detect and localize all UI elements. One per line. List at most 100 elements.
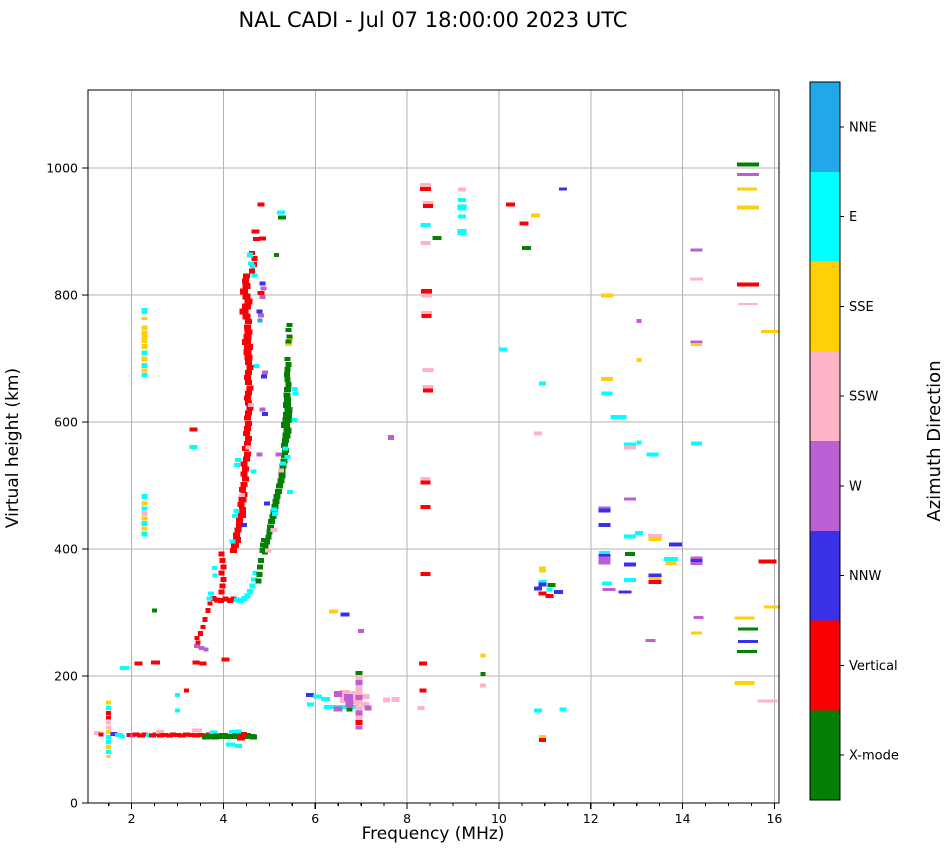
echo-point: [355, 674, 363, 680]
echo-point: [148, 733, 156, 738]
echo-point: [245, 390, 253, 396]
echo-point: [260, 538, 266, 543]
echo-point: [243, 349, 252, 356]
echo-point: [189, 444, 198, 449]
echo-point: [206, 733, 215, 739]
echo-point: [241, 303, 251, 310]
echo-point: [199, 661, 207, 666]
echo-point: [247, 252, 254, 258]
echo-point: [253, 237, 261, 242]
echo-point: [260, 286, 267, 291]
echo-point: [241, 446, 249, 452]
echo-point: [355, 710, 363, 716]
echo-point: [106, 700, 112, 705]
echo-point: [636, 440, 642, 445]
echo-point: [173, 733, 182, 738]
echo-point: [134, 661, 143, 666]
colorbar-segment-ssw: [810, 351, 840, 442]
echo-point: [284, 357, 291, 362]
echo-point: [649, 576, 662, 581]
echo-point: [420, 310, 432, 315]
echo-point: [539, 738, 547, 743]
echo-point: [219, 557, 226, 563]
echo-point: [539, 566, 547, 573]
echo-point: [245, 420, 253, 426]
echo-point: [277, 478, 285, 484]
echo-point: [283, 412, 293, 419]
echo-point: [280, 422, 290, 429]
echo-point: [645, 638, 656, 642]
echo-point: [305, 693, 314, 698]
x-tick-label: 4: [219, 811, 227, 826]
echo-point: [245, 445, 252, 450]
echo-point: [119, 734, 125, 739]
echo-point: [276, 210, 285, 215]
echo-point: [256, 452, 263, 457]
echo-point: [690, 556, 703, 560]
echo-point: [234, 527, 242, 533]
echo-point: [106, 715, 112, 720]
echo-point: [391, 697, 400, 703]
echo-point: [284, 377, 291, 383]
echo-point: [202, 617, 208, 623]
x-tick-label: 16: [766, 811, 782, 826]
echo-point: [244, 593, 251, 599]
echo-point: [271, 503, 279, 509]
echo-point: [258, 236, 266, 241]
echo-point: [245, 436, 253, 442]
echo-point: [284, 366, 291, 372]
echo-point: [598, 554, 611, 559]
echo-point: [275, 483, 283, 489]
echo-point: [114, 733, 123, 738]
echo-point: [243, 333, 252, 340]
echo-point: [636, 319, 642, 324]
echo-point: [221, 657, 230, 662]
echo-point: [110, 731, 118, 736]
echo-point: [141, 510, 148, 516]
echo-point: [242, 313, 251, 320]
echo-point: [141, 307, 148, 314]
echo-point: [737, 205, 760, 210]
echo-point: [152, 732, 160, 737]
y-tick-label: 400: [54, 542, 78, 557]
echo-point: [226, 597, 233, 603]
echo-point: [132, 732, 140, 737]
echo-point: [734, 681, 755, 686]
echo-point: [257, 564, 264, 570]
echo-point: [218, 570, 225, 576]
echo-point: [251, 229, 260, 234]
echo-point: [248, 268, 255, 274]
echo-point: [690, 559, 703, 564]
echo-point: [598, 508, 611, 513]
echo-point: [150, 660, 160, 665]
echo-point: [94, 731, 101, 736]
echo-point: [141, 344, 148, 350]
echo-point: [690, 441, 702, 446]
echo-point: [257, 202, 265, 207]
echo-point: [382, 697, 390, 703]
echo-point: [266, 529, 273, 535]
echo-point: [98, 732, 104, 737]
echo-point: [106, 750, 112, 755]
echo-point: [244, 354, 253, 361]
echo-point: [737, 162, 760, 167]
echo-point: [141, 350, 148, 356]
echo-point: [355, 670, 363, 675]
echo-point: [689, 277, 703, 281]
echo-point: [241, 339, 251, 346]
echo-point: [197, 630, 203, 636]
echo-point: [250, 734, 258, 740]
echo-point: [284, 387, 292, 393]
echo-point: [533, 586, 542, 591]
echo-point: [219, 583, 226, 589]
echo-point: [690, 631, 702, 635]
x-tick-label: 8: [403, 811, 411, 826]
echo-point: [233, 508, 240, 513]
echo-point: [690, 343, 702, 347]
echo-point: [141, 526, 148, 531]
echo-point: [259, 407, 266, 412]
echo-point: [271, 512, 278, 517]
echo-point: [223, 733, 233, 739]
colorbar-label-ssw: SSW: [849, 390, 879, 405]
